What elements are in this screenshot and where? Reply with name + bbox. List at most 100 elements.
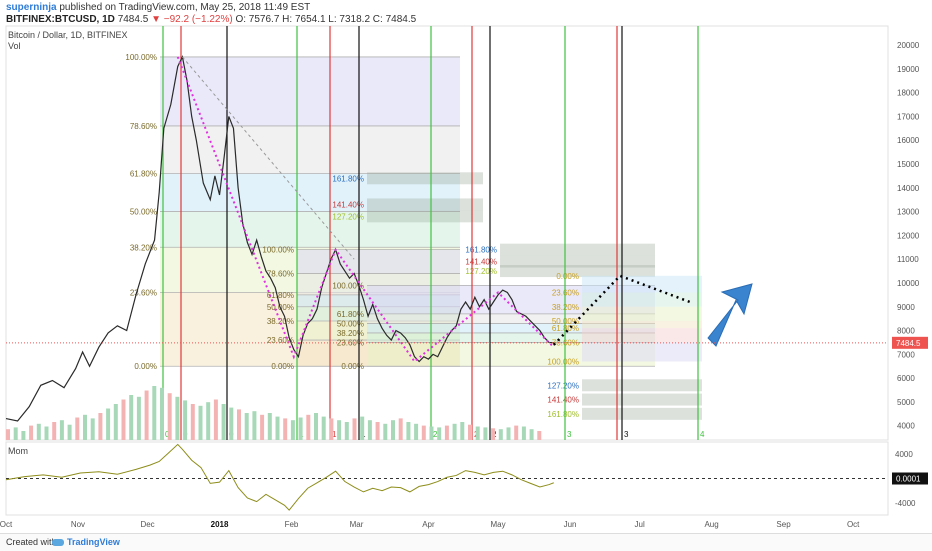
- volume-bar: [252, 411, 257, 440]
- x-tick: Oct: [0, 520, 13, 529]
- price-tick: 20000: [897, 41, 920, 50]
- volume-bar: [429, 426, 434, 440]
- fib-extension-label: 127.20%: [465, 267, 497, 276]
- momentum-tick: -4000: [895, 499, 916, 508]
- volume-bar: [421, 425, 426, 440]
- volume-bar: [113, 404, 118, 440]
- price-tick: 10000: [897, 279, 920, 288]
- fib-extension-label: 141.40%: [547, 396, 579, 405]
- price-tick: 11000: [897, 255, 919, 264]
- fib-zone: [367, 332, 655, 343]
- fib-level-label: 38.20%: [130, 243, 157, 252]
- fib-level-label: 50.00%: [130, 208, 157, 217]
- momentum-badge-text: 0.0001: [896, 475, 921, 484]
- tradingview-logo[interactable]: TradingView: [52, 534, 120, 551]
- cycle-label: 3: [567, 430, 572, 439]
- price-tick: 4000: [897, 422, 915, 431]
- change-value: −92.2 (−1.22%): [163, 14, 233, 25]
- volume-bar: [367, 420, 372, 440]
- price-tick: 19000: [897, 65, 920, 74]
- change-arrow: ▼: [151, 14, 161, 25]
- volume-bar: [44, 426, 49, 440]
- author-link[interactable]: superninja: [6, 2, 57, 13]
- momentum-tick: 4000: [895, 450, 913, 459]
- fib-zone: [367, 323, 655, 333]
- volume-bar: [483, 427, 488, 440]
- volume-bar: [175, 396, 180, 440]
- price-tick: 13000: [897, 208, 920, 217]
- volume-bar: [314, 413, 318, 440]
- momentum-legend: Mom: [8, 446, 28, 456]
- fib-level-label: 61.80%: [130, 170, 157, 179]
- volume-bar: [244, 413, 249, 440]
- last-price-badge: [892, 336, 928, 349]
- fib-extension-zone: [582, 393, 702, 406]
- fib-extension-zone: [500, 243, 655, 256]
- ohlc-values: O: 7576.7 H: 7654.1 L: 7318.2 C: 7484.5: [235, 14, 417, 25]
- last-price-badge-text: 7484.5: [896, 339, 921, 348]
- fib-extension-zone: [367, 198, 483, 211]
- bullish-arrow-icon: [707, 283, 753, 347]
- volume-bar: [506, 427, 511, 440]
- volume-bar: [306, 414, 311, 440]
- x-tick: Jul: [635, 520, 645, 529]
- x-tick: Nov: [71, 520, 85, 529]
- volume-bar: [283, 418, 288, 440]
- price-tick: 6000: [897, 374, 915, 383]
- projection-zone: [582, 321, 702, 329]
- trend-line: [182, 56, 355, 260]
- x-tick: Feb: [285, 520, 299, 529]
- fib-extension-label: 161.80%: [465, 246, 497, 255]
- volume-bar: [267, 413, 272, 440]
- volume-bar: [337, 420, 342, 440]
- volume-bar: [398, 418, 403, 440]
- fib-zone: [160, 173, 460, 212]
- fib-level-label: 78.60%: [267, 269, 294, 278]
- price-chart[interactable]: 100.00%78.60%61.80%50.00%38.20%23.60%0.0…: [0, 0, 932, 533]
- volume-bar: [514, 425, 519, 440]
- fib-zone: [367, 313, 655, 324]
- fib-zone: [297, 249, 460, 274]
- fib-level-label: 61.80%: [267, 291, 294, 300]
- volume-bar: [537, 431, 542, 440]
- volume-bar: [498, 429, 503, 440]
- volume-bar: [352, 418, 357, 440]
- projection-level-label: 0.00%: [556, 272, 579, 281]
- fib-level-label: 38.20%: [267, 317, 294, 326]
- x-tick: Apr: [422, 520, 435, 529]
- fib-extension-zone: [500, 265, 655, 278]
- price-tick: 8000: [897, 327, 915, 336]
- volume-bar: [129, 395, 134, 440]
- volume-bar: [29, 425, 34, 440]
- volume-bar: [360, 416, 365, 440]
- volume-bar: [344, 422, 349, 440]
- price-tick: 17000: [897, 112, 920, 121]
- volume-bar: [90, 418, 95, 440]
- volume-bar: [475, 426, 480, 440]
- volume-bar: [468, 424, 472, 440]
- fib-level-label: 0.00%: [341, 362, 364, 371]
- cycle-label: 4: [700, 430, 705, 439]
- volume-bar: [260, 414, 265, 440]
- fib-zone: [160, 56, 460, 126]
- volume-bar: [229, 407, 234, 440]
- x-tick: Dec: [140, 520, 154, 529]
- volume-bar: [391, 420, 395, 440]
- fib-extension-zone: [367, 210, 483, 223]
- volume-bar: [213, 399, 218, 440]
- cycle-label: 3: [624, 430, 629, 439]
- fib-level-label: 50.00%: [337, 319, 364, 328]
- volume-bar: [491, 428, 496, 440]
- fib-level-label: 38.20%: [337, 329, 364, 338]
- cycle-label: 0: [165, 430, 170, 439]
- volume-bar: [221, 404, 226, 440]
- fib-extension-label: 127.20%: [547, 381, 579, 390]
- volume-bar: [144, 390, 149, 440]
- volume-bar: [275, 416, 280, 440]
- price-tick: 7000: [897, 350, 915, 359]
- volume-bar: [59, 420, 64, 440]
- fib-extension-label: 141.40%: [332, 200, 364, 209]
- price-line: [5, 55, 554, 422]
- projection-zone: [582, 275, 702, 293]
- x-tick: Sep: [776, 520, 791, 529]
